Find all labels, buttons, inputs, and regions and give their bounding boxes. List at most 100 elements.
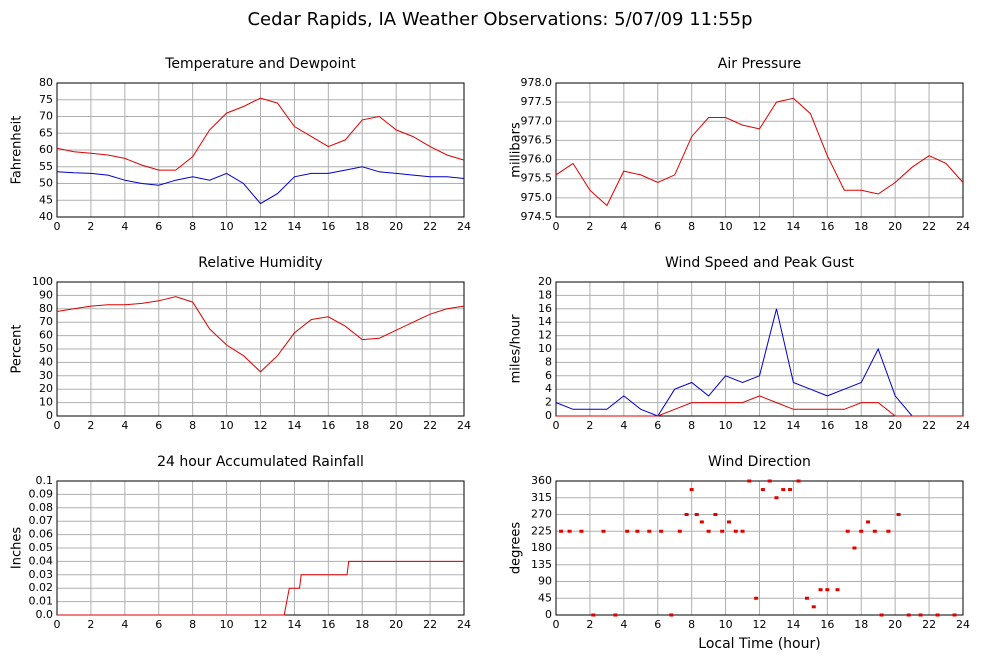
data-point — [579, 529, 584, 533]
chart-title: Wind Direction — [708, 454, 811, 470]
data-point — [713, 513, 718, 516]
y-tick-label: 55 — [39, 160, 53, 173]
data-line — [56, 97, 465, 171]
y-tick-label: 12 — [538, 329, 552, 342]
data-line — [555, 97, 964, 207]
data-point — [896, 513, 901, 516]
x-tick-label: 20 — [389, 618, 403, 631]
data-point — [684, 513, 689, 516]
data-point — [796, 479, 801, 483]
y-tick-label: 45 — [39, 193, 53, 206]
x-tick-label: 24 — [457, 419, 471, 432]
x-tick-label: 16 — [820, 220, 834, 233]
y-tick-label: 0.09 — [29, 487, 54, 500]
data-point — [859, 529, 864, 533]
data-point — [740, 529, 745, 533]
y-tick-label: 16 — [538, 302, 552, 315]
y-tick-label: 0.03 — [29, 568, 54, 581]
data-point — [726, 520, 731, 524]
y-tick-label: 180 — [531, 541, 552, 554]
y-tick-label: 0.02 — [29, 581, 54, 594]
plot-frame — [555, 82, 964, 218]
data-point — [879, 613, 884, 617]
x-tick-label: 18 — [854, 618, 868, 631]
data-point — [774, 496, 779, 500]
x-tick-label: 12 — [254, 220, 268, 233]
y-tick-label: 974.5 — [521, 210, 553, 223]
data-line — [56, 296, 465, 373]
y-tick-label: 978.0 — [521, 76, 553, 89]
x-tick-label: 16 — [321, 618, 335, 631]
x-tick-label: 24 — [956, 618, 970, 631]
data-point — [706, 529, 711, 533]
x-tick-label: 0 — [54, 419, 61, 432]
y-tick-label: 977.5 — [521, 95, 553, 108]
data-point — [720, 529, 725, 533]
data-point — [677, 529, 682, 533]
x-tick-label: 20 — [888, 618, 902, 631]
x-tick-label: 2 — [586, 618, 593, 631]
plot-frame — [555, 281, 964, 417]
x-tick-label: 16 — [820, 419, 834, 432]
x-tick-label: 14 — [287, 220, 301, 233]
chart-title: 24 hour Accumulated Rainfall — [157, 454, 364, 470]
x-tick-label: 20 — [888, 220, 902, 233]
y-tick-label: 40 — [39, 355, 53, 368]
y-tick-label: 270 — [531, 508, 552, 521]
data-point — [935, 613, 940, 617]
y-tick-label: 0.06 — [29, 528, 54, 541]
y-tick-label: 20 — [39, 382, 53, 395]
x-tick-label: 22 — [423, 419, 437, 432]
x-tick-label: 2 — [586, 419, 593, 432]
data-point — [781, 488, 786, 492]
y-tick-label: 0 — [545, 409, 552, 422]
data-point — [635, 529, 640, 533]
x-tick-label: 14 — [786, 618, 800, 631]
y-axis-label: degrees — [509, 522, 524, 575]
x-tick-label: 2 — [586, 220, 593, 233]
y-tick-label: 0 — [46, 409, 53, 422]
x-tick-label: 10 — [719, 220, 733, 233]
x-tick-label: 12 — [753, 618, 767, 631]
data-point — [767, 479, 772, 483]
y-tick-label: 100 — [32, 275, 53, 288]
y-tick-label: 18 — [538, 288, 552, 301]
x-tick-label: 24 — [956, 220, 970, 233]
data-point — [811, 605, 816, 609]
y-tick-label: 976.5 — [521, 133, 553, 146]
x-tick-label: 18 — [355, 618, 369, 631]
y-axis-label: Fahrenheit — [10, 116, 25, 185]
x-tick-label: 12 — [753, 419, 767, 432]
x-tick-label: 20 — [888, 419, 902, 432]
data-point — [601, 529, 606, 533]
data-point — [754, 596, 759, 600]
y-tick-label: 975.0 — [521, 191, 553, 204]
data-point — [694, 513, 699, 516]
x-tick-label: 24 — [457, 220, 471, 233]
data-point — [825, 588, 830, 592]
data-point — [872, 529, 877, 533]
data-point — [647, 529, 652, 533]
x-tick-label: 22 — [423, 220, 437, 233]
x-tick-label: 22 — [423, 618, 437, 631]
y-tick-label: 14 — [538, 315, 552, 328]
plot-frame — [56, 281, 465, 417]
y-tick-label: 8 — [545, 355, 552, 368]
data-point — [689, 488, 694, 492]
y-tick-label: 977.0 — [521, 114, 553, 127]
data-point — [699, 520, 704, 524]
x-tick-label: 22 — [922, 618, 936, 631]
figure-title: Cedar Rapids, IA Weather Observations: 5… — [247, 9, 752, 30]
x-tick-label: 4 — [620, 220, 627, 233]
x-tick-label: 14 — [287, 618, 301, 631]
y-tick-label: 0.04 — [29, 554, 54, 567]
y-tick-label: 975.5 — [521, 172, 553, 185]
data-point — [906, 613, 911, 617]
x-tick-label: 16 — [321, 220, 335, 233]
x-tick-label: 4 — [121, 618, 128, 631]
x-tick-label: 0 — [54, 220, 61, 233]
chart-title: Wind Speed and Peak Gust — [665, 255, 854, 271]
y-tick-label: 30 — [39, 369, 53, 382]
data-point — [733, 529, 738, 533]
